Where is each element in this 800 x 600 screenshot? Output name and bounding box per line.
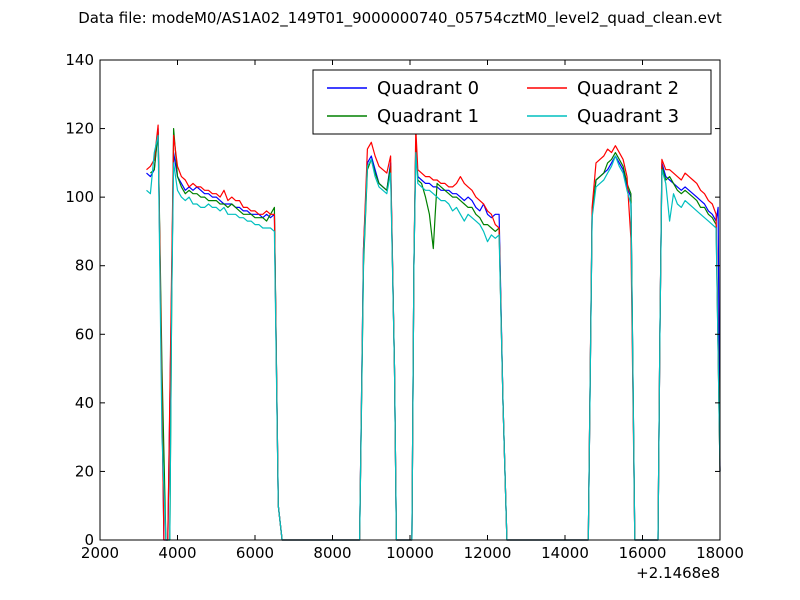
y-tick-label: 20: [75, 462, 94, 480]
x-tick-label: 8000: [313, 544, 351, 562]
legend-box: [312, 69, 712, 135]
y-tick-label: 80: [75, 257, 94, 275]
x-tick-label: 6000: [236, 544, 274, 562]
legend-label-quadrant-0: Quadrant 0: [377, 78, 479, 99]
y-tick-label: 100: [65, 188, 94, 206]
x-tick-label: 14000: [541, 544, 589, 562]
legend-label-quadrant-1: Quadrant 1: [377, 106, 479, 127]
x-tick-label: 12000: [464, 544, 512, 562]
plot-area: [100, 60, 720, 540]
x-tick-label: 2000: [81, 544, 119, 562]
y-tick-label: 120: [65, 120, 94, 138]
x-tick-label: 4000: [158, 544, 196, 562]
x-offset-label: +2.1468e8: [636, 564, 720, 582]
y-tick-label: 140: [65, 51, 94, 69]
legend-label-quadrant-3: Quadrant 3: [577, 106, 679, 127]
x-tick-label: 16000: [619, 544, 667, 562]
x-tick-label: 10000: [386, 544, 434, 562]
ticks-group: 2000 4000 6000 8000 10000 12000 14000 16000 1800…: [65, 51, 744, 562]
chart-title: Data file: modeM0/AS1A02_149T01_90000007…: [78, 9, 722, 28]
y-tick-label: 0: [84, 531, 94, 549]
x-tick-label: 18000: [696, 544, 744, 562]
y-tick-label: 60: [75, 325, 94, 343]
y-tick-label: 40: [75, 394, 94, 412]
legend: Quadrant 0 Quadrant 1 Quadrant 2 Quadrant 3: [312, 69, 712, 135]
plot-frame: [99, 59, 721, 541]
legend-label-quadrant-2: Quadrant 2: [577, 78, 679, 99]
